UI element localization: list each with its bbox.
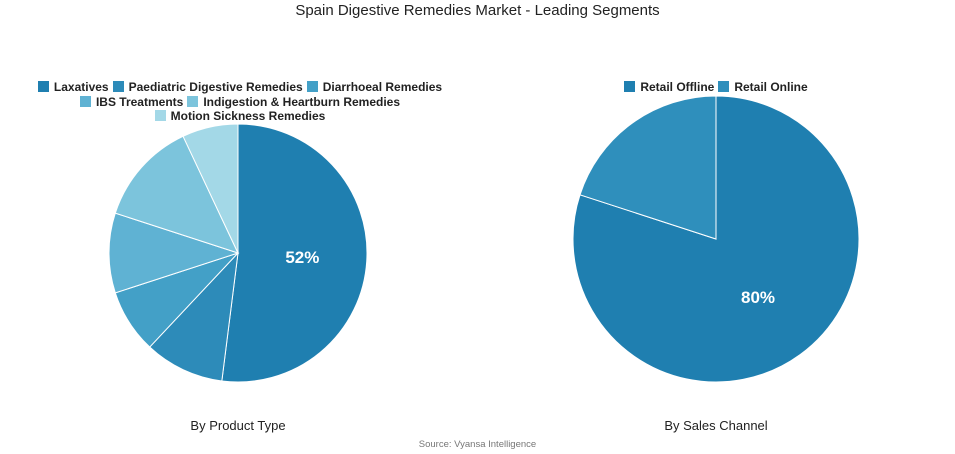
pie-slice-retail-online xyxy=(579,95,717,240)
legend-item: Retail Offline xyxy=(624,80,714,95)
legend-sales-channel: Retail Offline Retail Online xyxy=(566,80,866,95)
legend-swatch xyxy=(306,81,318,92)
legend-swatch xyxy=(187,95,199,107)
legend-swatch xyxy=(37,81,49,92)
legend-item: Laxatives xyxy=(37,80,109,95)
legend-label: IBS Treatments xyxy=(95,94,184,109)
legend-item: Diarrhoeal Remedies xyxy=(306,80,443,95)
legend-label: Retail Online xyxy=(734,80,808,94)
data-label: 52% xyxy=(285,248,319,267)
pie-slice-laxatives xyxy=(221,123,368,383)
source-note: Source: Vyansa Intelligence xyxy=(418,439,537,450)
pie-slice-motion-sickness-remedies xyxy=(182,123,239,254)
legend-item: Motion Sickness Remedies xyxy=(154,109,326,124)
legend-item: Indigestion & Heartburn Remedies xyxy=(187,95,400,110)
pie-slice-ibs-treatments xyxy=(108,212,240,294)
legend-label: Motion Sickness Remedies xyxy=(170,109,326,123)
legend-swatch xyxy=(154,110,166,121)
subtitle-product-type: By Product Type xyxy=(190,418,286,433)
legend-label: Indigestion & Heartburn Remedies xyxy=(203,94,401,109)
legend-swatch xyxy=(718,81,730,92)
legend-item: Retail Online xyxy=(718,80,808,95)
data-label: 80% xyxy=(741,288,775,307)
legend-item: Paediatric Digestive Remedies xyxy=(112,80,303,95)
legend-label: Retail Offline xyxy=(640,80,715,94)
legend-label: Diarrhoeal Remedies xyxy=(322,80,443,94)
subtitle-sales-channel: By Sales Channel xyxy=(664,418,768,433)
legend-swatch xyxy=(79,95,91,107)
legend-item: IBS Treatments xyxy=(79,94,184,110)
chart-title: Spain Digestive Remedies Market - Leadin… xyxy=(295,2,660,19)
legend-swatch xyxy=(624,81,636,92)
pie-slice-paediatric-digestive-remedies xyxy=(148,251,239,382)
legend-product-type: Laxatives Paediatric Digestive Remedies Di… xyxy=(30,80,450,124)
legend-swatch xyxy=(112,81,124,92)
pie-slice-indigestion-heartburn-remedies xyxy=(114,135,239,254)
legend-label: Laxatives xyxy=(53,80,109,94)
legend-label: Paediatric Digestive Remedies xyxy=(128,80,303,94)
